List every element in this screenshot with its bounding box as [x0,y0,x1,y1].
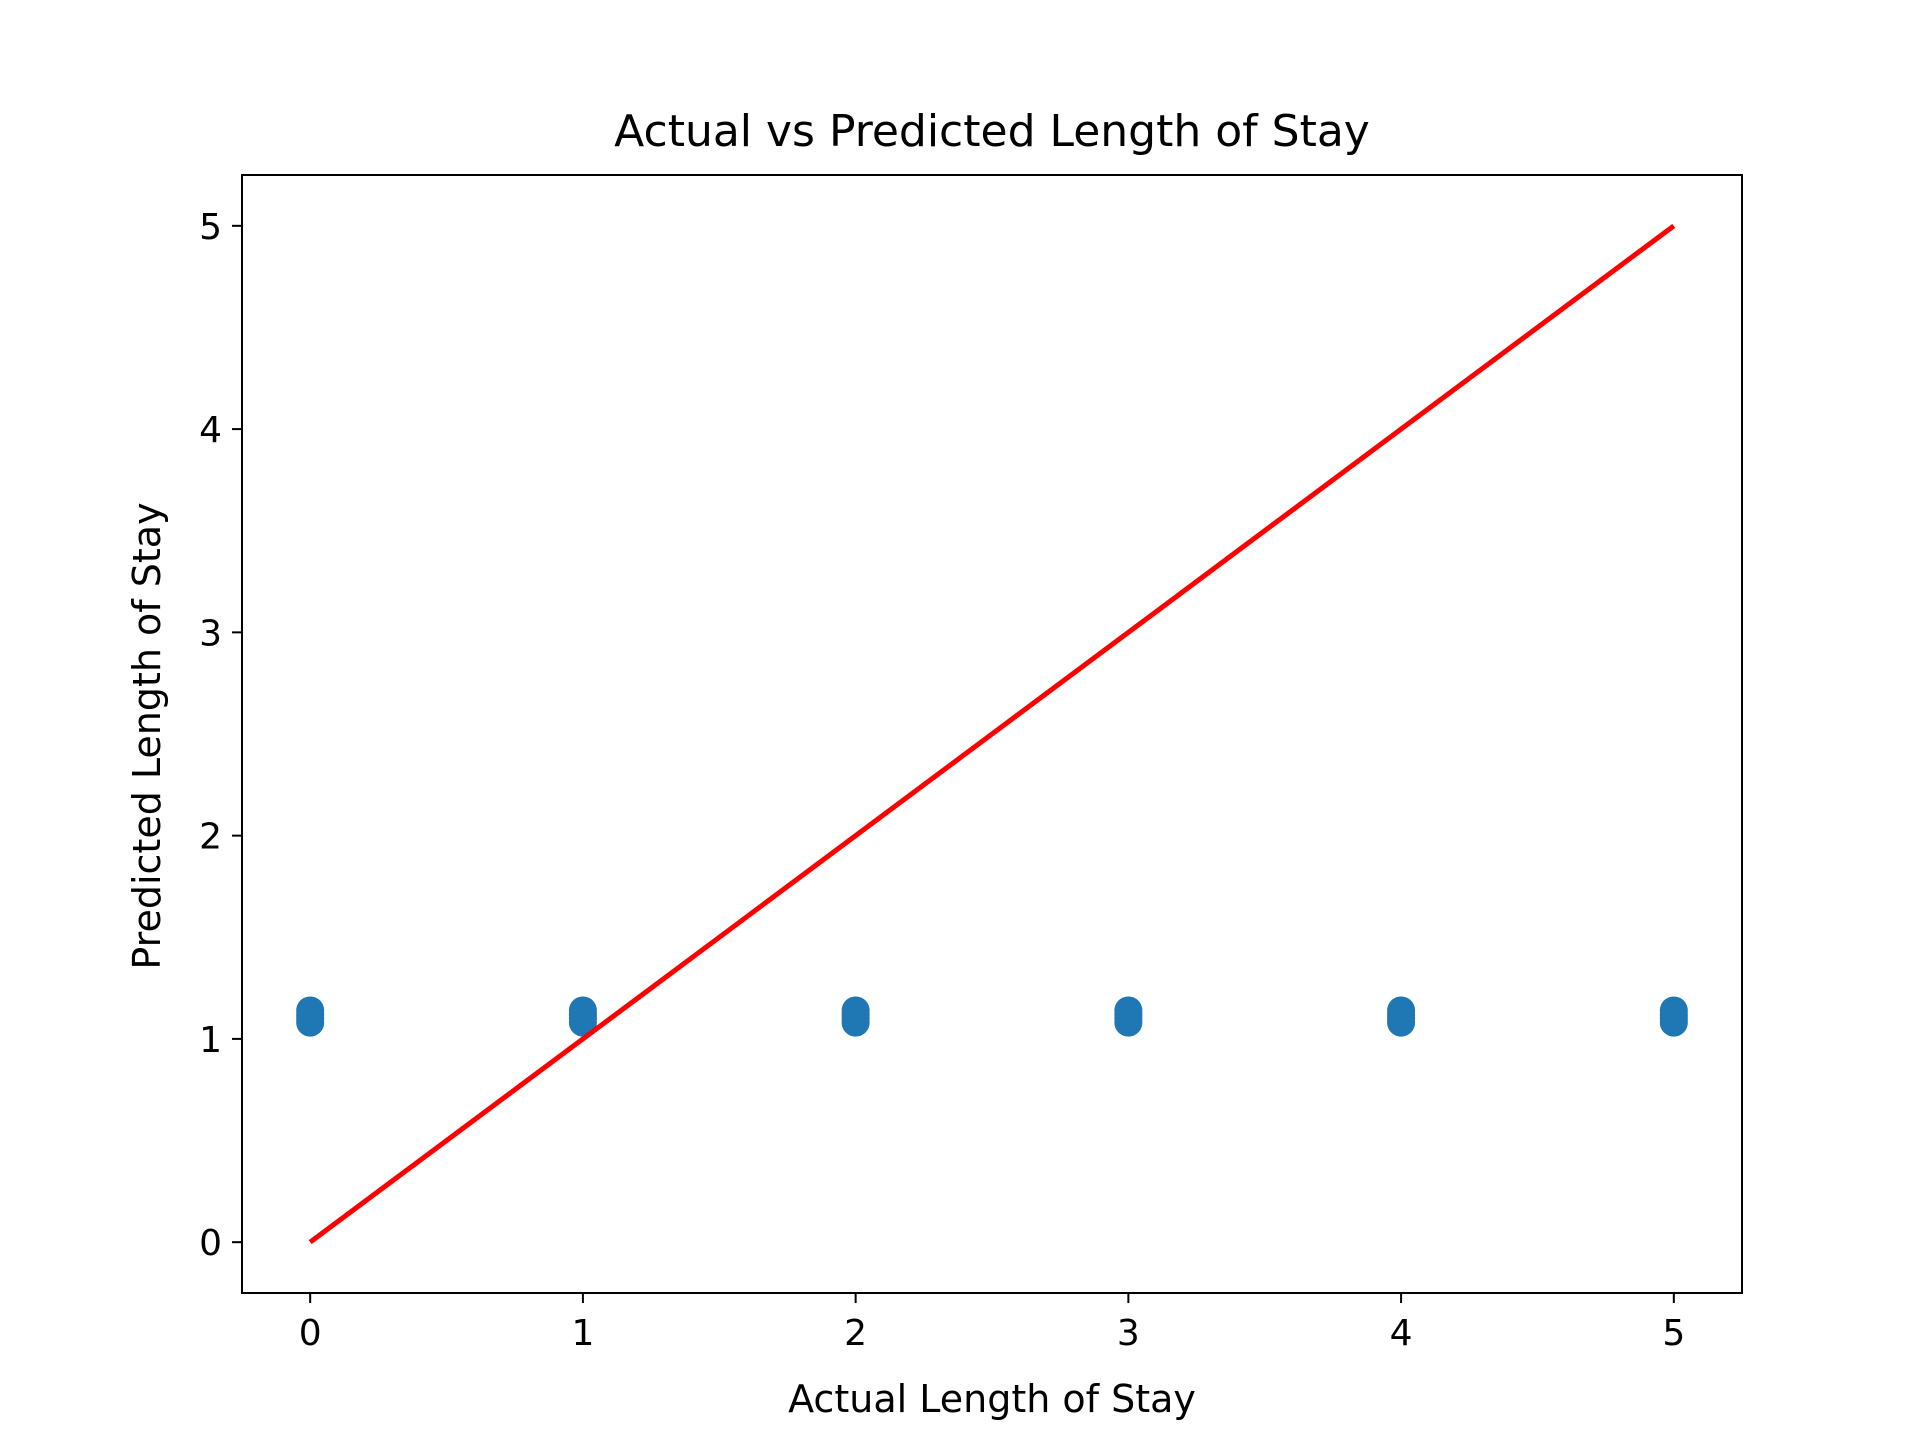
y-tick-label: 4 [199,410,222,451]
chart-title: Actual vs Predicted Length of Stay [614,106,1370,157]
x-tick-label: 0 [299,1313,322,1354]
scatter-point [841,996,870,1025]
x-tick-label: 5 [1662,1313,1685,1354]
y-tick-label: 5 [199,207,222,248]
x-tick-label: 1 [571,1313,594,1354]
y-tick-label: 1 [199,1020,222,1061]
plot-marks [296,223,1688,1245]
y-tick-label: 3 [199,613,222,654]
x-tick-label: 2 [844,1313,867,1354]
x-axis-label: Actual Length of Stay [788,1377,1196,1421]
y-tick-label: 0 [199,1223,222,1264]
scatter-point [1659,996,1688,1025]
plot-frame [241,174,1743,1294]
x-tick-label: 4 [1390,1313,1413,1354]
axes: 0 1 2 3 4 5 0 1 2 3 4 5 [199,174,1743,1354]
scatter-point [568,996,597,1025]
y-tick-label: 2 [199,817,222,858]
scatter-point [296,996,325,1025]
x-tick-label: 3 [1117,1313,1140,1354]
reference-line [308,223,1676,1245]
y-axis-label: Predicted Length of Stay [125,502,169,969]
scatter-point [1387,996,1416,1025]
scatter-point [1114,996,1143,1025]
